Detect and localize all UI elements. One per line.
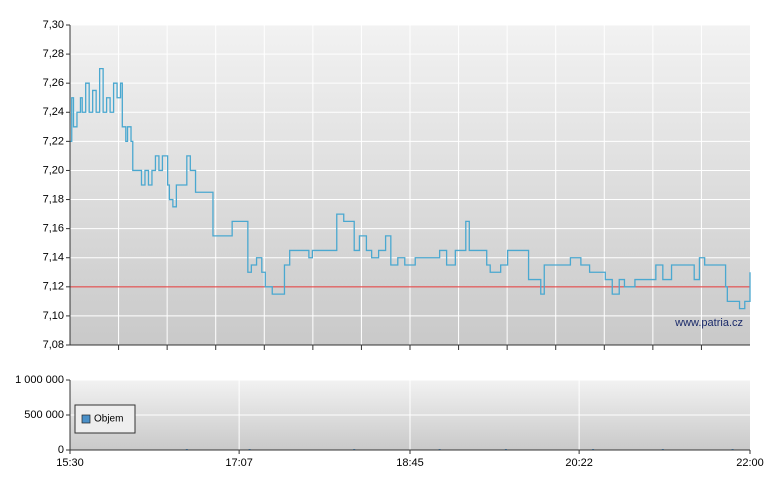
- price-line: [70, 67, 751, 310]
- layer: 7,08 7,10 7,12 7,14 7,16 7,18 7,20 7,22 7,24 7,26…: [15, 19, 764, 469]
- y-tick-label: 0: [58, 444, 64, 456]
- y-tick-label: 7,10: [43, 310, 64, 322]
- x-tick-label: 17:07: [225, 457, 253, 469]
- y-tick-label: 7,28: [43, 48, 64, 60]
- y-tick-label: 7,26: [43, 77, 64, 89]
- y-tick-label: 500 000: [24, 409, 64, 421]
- x-tick-label: 18:45: [396, 457, 424, 469]
- y-tick-label: 7,22: [43, 135, 64, 147]
- y-tick-label: 7,08: [43, 339, 64, 351]
- legend-swatch: [81, 414, 91, 424]
- watermark: www.patria.cz: [674, 317, 743, 329]
- y-tick-label: 1 000 000: [15, 374, 64, 386]
- y-tick-label: 7,30: [43, 19, 64, 31]
- x-tick-label: 15:30: [56, 457, 84, 469]
- y-tick-label: 7,14: [43, 252, 64, 264]
- y-tick-label: 7,20: [43, 164, 64, 176]
- legend-label: Objem: [94, 414, 123, 425]
- y-tick-label: 7,16: [43, 223, 64, 235]
- x-tick-label: 22:00: [736, 457, 764, 469]
- y-tick-label: 7,18: [43, 193, 64, 205]
- y-tick-label: 7,24: [43, 106, 64, 118]
- x-tick-label: 20:22: [565, 457, 593, 469]
- y-tick-label: 7,12: [43, 281, 64, 293]
